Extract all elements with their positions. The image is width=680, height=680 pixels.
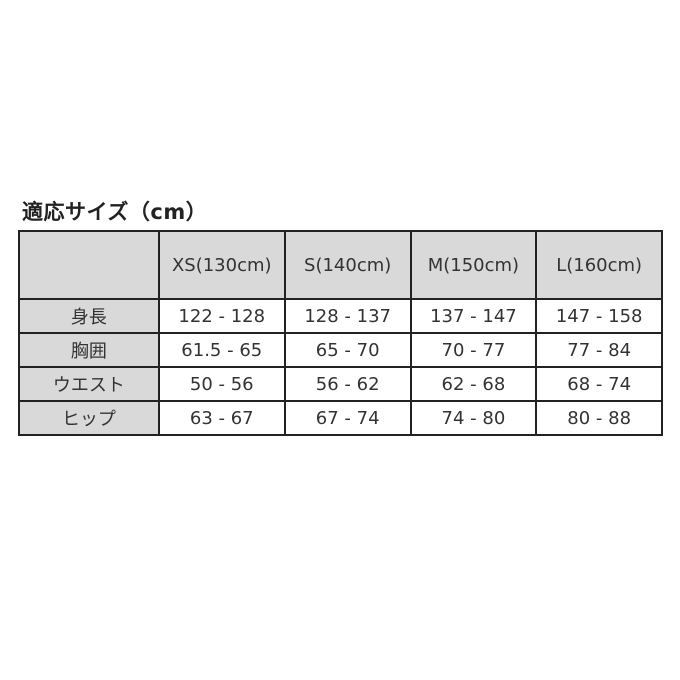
table-cell: 128 - 137	[283, 298, 412, 334]
header-cell-l: L(160cm)	[535, 230, 663, 300]
page-title: 適応サイズ（cm）	[22, 200, 208, 224]
table-cell: 50 - 56	[157, 366, 286, 402]
table-cell: 80 - 88	[535, 400, 663, 436]
table-row: ウエスト 50 - 56 56 - 62 62 - 68 68 - 74	[18, 366, 663, 402]
table-row: 身長 122 - 128 128 - 137 137 - 147 147 - 158	[18, 298, 663, 334]
table-cell: 68 - 74	[535, 366, 663, 402]
header-row: XS(130cm) S(140cm) M(150cm) L(160cm)	[18, 230, 663, 300]
table-cell: 74 - 80	[409, 400, 538, 436]
table-cell: 65 - 70	[283, 332, 412, 368]
table-cell: 61.5 - 65	[157, 332, 286, 368]
table-cell: 56 - 62	[283, 366, 412, 402]
table-row: ヒップ 63 - 67 67 - 74 74 - 80 80 - 88	[18, 400, 663, 436]
table-cell: 62 - 68	[409, 366, 538, 402]
row-label: 身長	[18, 298, 160, 334]
header-cell-s: S(140cm)	[283, 230, 412, 300]
table-cell: 63 - 67	[157, 400, 286, 436]
header-cell-empty	[18, 230, 160, 300]
header-cell-xs: XS(130cm)	[157, 230, 286, 300]
row-label: 胸囲	[18, 332, 160, 368]
row-label: ウエスト	[18, 366, 160, 402]
header-cell-m: M(150cm)	[409, 230, 538, 300]
table-cell: 67 - 74	[283, 400, 412, 436]
table-row: 胸囲 61.5 - 65 65 - 70 70 - 77 77 - 84	[18, 332, 663, 368]
size-table: XS(130cm) S(140cm) M(150cm) L(160cm) 身長 1…	[18, 230, 663, 436]
table-cell: 122 - 128	[157, 298, 286, 334]
table-cell: 77 - 84	[535, 332, 663, 368]
row-label: ヒップ	[18, 400, 160, 436]
table-cell: 137 - 147	[409, 298, 538, 334]
table-cell: 70 - 77	[409, 332, 538, 368]
table-cell: 147 - 158	[535, 298, 663, 334]
